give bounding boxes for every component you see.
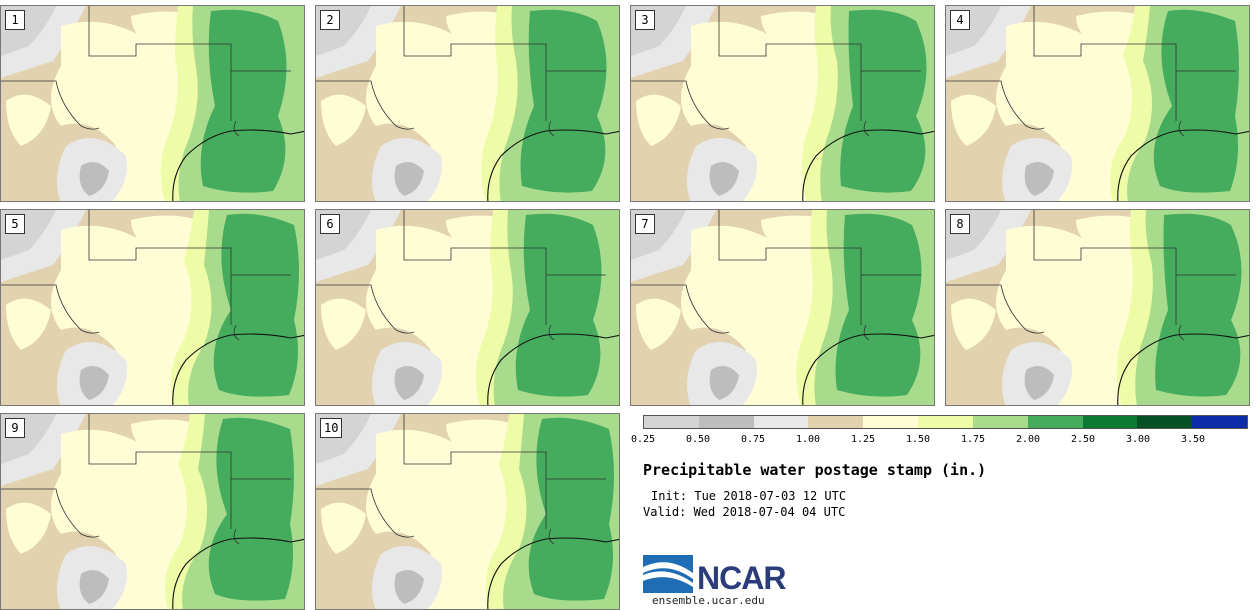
colorbar-tick-label: 0.25 (630, 434, 656, 445)
colorbar-tick-label: 2.00 (1015, 434, 1041, 445)
logo-url: ensemble.ucar.edu (652, 594, 765, 607)
init-time: Init: Tue 2018-07-03 12 UTC (651, 489, 847, 503)
stamp-number: 3 (635, 10, 655, 30)
colorbar-swatch (808, 416, 864, 428)
postage-stamp: 1 (0, 5, 305, 202)
colorbar-swatch (918, 416, 973, 428)
colorbar (643, 415, 1248, 429)
pw-map (1, 210, 304, 405)
stamp-number: 6 (320, 214, 340, 234)
pw-map (1, 414, 304, 609)
pw-map (316, 414, 619, 609)
postage-stamp: 6 (315, 209, 620, 406)
colorbar-tick-label: 1.00 (795, 434, 821, 445)
stamp-number: 10 (320, 418, 343, 438)
logo-text: NCAR (697, 560, 786, 596)
postage-stamp: 7 (630, 209, 935, 406)
colorbar-swatch (698, 416, 754, 428)
postage-stamp: 3 (630, 5, 935, 202)
colorbar-swatch (1082, 416, 1138, 428)
pw-map (631, 210, 934, 405)
postage-stamp: 8 (945, 209, 1250, 406)
colorbar-swatch (644, 416, 699, 428)
pw-map (946, 6, 1249, 201)
colorbar-swatch (1192, 416, 1247, 428)
pw-map (946, 210, 1249, 405)
colorbar-tick-label: 2.50 (1070, 434, 1096, 445)
postage-stamp: 9 (0, 413, 305, 610)
colorbar-tick-label: 3.50 (1180, 434, 1206, 445)
pw-map (1, 6, 304, 201)
pw-map (631, 6, 934, 201)
pw-map (316, 210, 619, 405)
stamp-number: 5 (5, 214, 25, 234)
postage-stamp: 10 (315, 413, 620, 610)
stamp-number: 8 (950, 214, 970, 234)
stamp-number: 2 (320, 10, 340, 30)
stamp-number: 7 (635, 214, 655, 234)
colorbar-swatch (1137, 416, 1193, 428)
colorbar-tick-label: 0.50 (685, 434, 711, 445)
colorbar-swatch (753, 416, 809, 428)
colorbar-tick-label: 3.00 (1125, 434, 1151, 445)
colorbar-tick-label: 0.75 (740, 434, 766, 445)
valid-time: Valid: Wed 2018-07-04 04 UTC (643, 505, 846, 519)
pw-map (316, 6, 619, 201)
postage-stamp: 5 (0, 209, 305, 406)
ncar-logo-icon (643, 555, 693, 593)
colorbar-tick-label: 1.50 (905, 434, 931, 445)
postage-stamp: 2 (315, 5, 620, 202)
colorbar-swatch (1027, 416, 1083, 428)
colorbar-swatch (863, 416, 919, 428)
colorbar-swatch (972, 416, 1028, 428)
postage-stamp: 4 (945, 5, 1250, 202)
stamp-number: 9 (5, 418, 25, 438)
stamp-number: 1 (5, 10, 25, 30)
colorbar-labels: 0.25 0.50 0.75 1.00 1.25 1.50 1.75 2.00 2.50 3.00… (631, 434, 1248, 448)
stamp-number: 4 (950, 10, 970, 30)
chart-title: Precipitable water postage stamp (in.) (643, 461, 987, 479)
colorbar-tick-label: 1.25 (850, 434, 876, 445)
colorbar-tick-label: 1.75 (960, 434, 986, 445)
